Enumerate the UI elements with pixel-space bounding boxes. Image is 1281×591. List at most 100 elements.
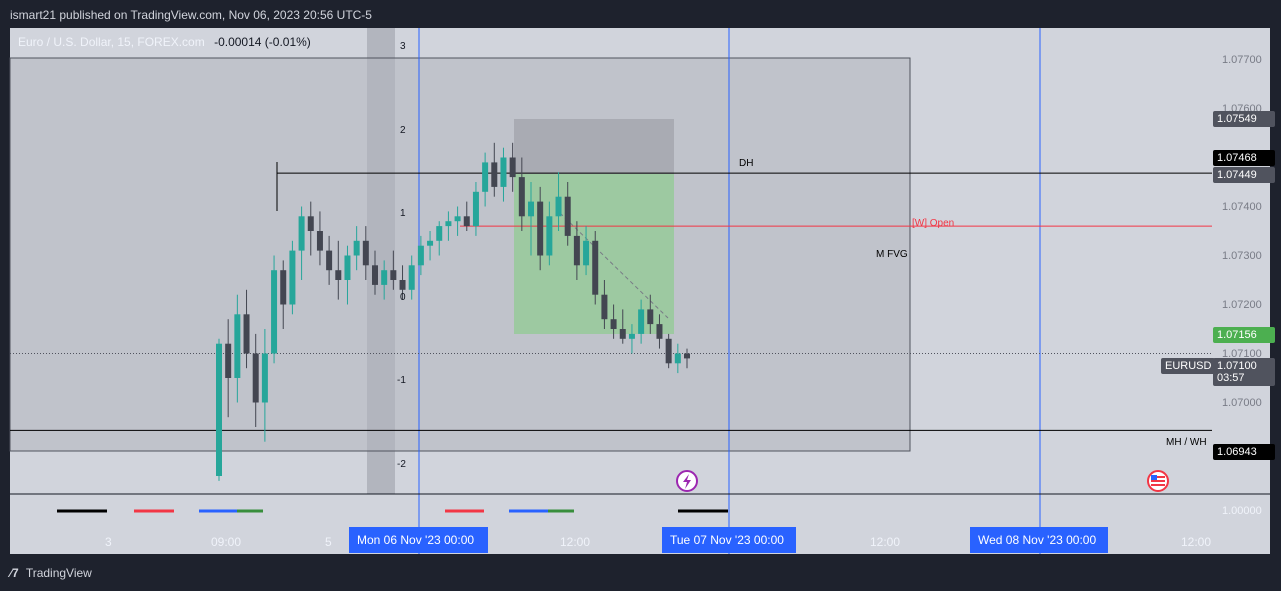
date-marker-tue[interactable]: Tue 07 Nov '23 00:00 bbox=[662, 527, 796, 553]
candle-body[interactable] bbox=[362, 240, 369, 266]
us-flag-stripe-2 bbox=[1151, 480, 1165, 482]
indicator-axis-tick: 0 bbox=[400, 291, 406, 303]
candle-body[interactable] bbox=[674, 353, 681, 364]
time-label-3: 5 bbox=[325, 535, 332, 549]
time-label-1: 3 bbox=[105, 535, 112, 549]
indicator-axis-tick: 1 bbox=[400, 208, 406, 219]
candle-body[interactable] bbox=[564, 196, 571, 236]
candle-body[interactable] bbox=[243, 314, 250, 354]
price-axis-tick: 1.07300 bbox=[1222, 249, 1262, 262]
candle-body[interactable] bbox=[454, 216, 461, 222]
lightning-icon bbox=[683, 474, 691, 489]
time-label-2: 09:00 bbox=[211, 535, 242, 549]
candle-body[interactable] bbox=[546, 216, 553, 256]
candle-body[interactable] bbox=[500, 157, 507, 187]
publish-header: ismart21 published on TradingView.com, N… bbox=[0, 0, 1281, 28]
candle-body[interactable] bbox=[307, 216, 314, 231]
indicator-axis-tick: -2 bbox=[397, 458, 406, 470]
price-label-1: 1.07549 bbox=[1213, 111, 1275, 127]
price-axis-tick: 1.07200 bbox=[1222, 298, 1262, 311]
price-axis-tick: 1.07000 bbox=[1222, 396, 1262, 409]
candle-body[interactable] bbox=[628, 333, 635, 339]
candle-body[interactable] bbox=[463, 216, 470, 227]
candle-body[interactable] bbox=[344, 255, 351, 281]
tradingview-logo-icon: ⁄7 bbox=[10, 566, 19, 580]
candle-body[interactable] bbox=[417, 245, 424, 266]
candle-body[interactable] bbox=[601, 294, 608, 320]
candle-body[interactable] bbox=[225, 343, 232, 378]
candle-body[interactable] bbox=[298, 216, 305, 251]
candle-body[interactable] bbox=[638, 309, 645, 334]
symbol-title: Euro / U.S. Dollar, 15, FOREX.com bbox=[18, 35, 205, 49]
candle-body[interactable] bbox=[408, 265, 415, 290]
mh-wh-label: MH / WH bbox=[1166, 437, 1207, 448]
price-label-5: 1.06943 bbox=[1213, 444, 1275, 460]
candle-body[interactable] bbox=[335, 270, 342, 280]
indicator-axis-tick: 3 bbox=[400, 41, 406, 52]
us-flag-canton bbox=[1151, 475, 1157, 480]
candle-body[interactable] bbox=[289, 250, 296, 305]
candle-body[interactable] bbox=[261, 353, 268, 403]
candle-body[interactable] bbox=[427, 240, 434, 246]
candle-body[interactable] bbox=[684, 353, 690, 359]
candle-body[interactable] bbox=[326, 250, 333, 271]
us-flag-stripe-3 bbox=[1151, 484, 1165, 486]
price-label-2: 1.07468 bbox=[1213, 150, 1275, 166]
candle-body[interactable] bbox=[445, 221, 452, 227]
candle-body[interactable] bbox=[555, 196, 562, 217]
dh-label: DH bbox=[739, 158, 754, 169]
candle-body[interactable] bbox=[472, 191, 479, 227]
candle-body[interactable] bbox=[252, 353, 259, 403]
candle-body[interactable] bbox=[372, 265, 378, 285]
candle-body[interactable] bbox=[482, 162, 489, 192]
candle-body[interactable] bbox=[619, 329, 626, 339]
candle-body[interactable] bbox=[518, 177, 525, 217]
date-marker-wed[interactable]: Wed 08 Nov '23 00:00 bbox=[970, 527, 1108, 553]
candle-body[interactable] bbox=[381, 270, 388, 285]
us-flag-stripe-1 bbox=[1151, 476, 1165, 478]
candle-body[interactable] bbox=[647, 309, 654, 325]
indicator-axis-tick: 2 bbox=[400, 124, 406, 136]
weekly-open-label: [W] Open bbox=[912, 218, 955, 229]
date-marker-mon[interactable]: Mon 06 Nov '23 00:00 bbox=[349, 527, 488, 553]
time-label-4: 12:00 bbox=[560, 535, 591, 549]
candle-body[interactable] bbox=[583, 240, 590, 266]
fvg-gray-box[interactable] bbox=[514, 119, 674, 174]
current-price-tag: 1.07100 03:57 bbox=[1213, 358, 1275, 386]
candle-body[interactable] bbox=[528, 201, 534, 217]
candle-body[interactable] bbox=[573, 235, 580, 266]
candle-body[interactable] bbox=[592, 240, 599, 295]
price-axis-tick: 1.07100 bbox=[1222, 347, 1262, 360]
price-label-3: 1.07449 bbox=[1213, 167, 1275, 183]
candle-body[interactable] bbox=[390, 270, 397, 280]
symbol-change: -0.00014 (-0.01%) bbox=[214, 35, 311, 49]
candle-body[interactable] bbox=[234, 314, 241, 378]
current-symbol-tag: EURUSD bbox=[1161, 358, 1216, 374]
price-label-4: 1.07156 bbox=[1213, 327, 1275, 343]
symbol-legend[interactable]: Euro / U.S. Dollar, 15, FOREX.com -0.000… bbox=[18, 35, 311, 49]
candle-body[interactable] bbox=[280, 270, 287, 305]
candle-body[interactable] bbox=[665, 338, 672, 364]
candle-body[interactable] bbox=[353, 240, 360, 256]
candle-body[interactable] bbox=[491, 162, 498, 187]
candle-body[interactable] bbox=[399, 280, 406, 290]
range-box[interactable] bbox=[9, 57, 911, 452]
candles-group bbox=[216, 142, 690, 481]
footer-brand: TradingView bbox=[25, 566, 92, 580]
candle-body[interactable] bbox=[271, 270, 278, 354]
publish-text: ismart21 published on TradingView.com, N… bbox=[10, 8, 372, 22]
candle-body[interactable] bbox=[610, 319, 617, 329]
candle-body[interactable] bbox=[509, 157, 516, 178]
time-label-5: 12:00 bbox=[870, 535, 901, 549]
candle-body[interactable] bbox=[316, 231, 323, 251]
price-axis-tick: 1.07400 bbox=[1222, 200, 1262, 213]
m-fvg-label: M FVG bbox=[876, 249, 908, 260]
current-price: 1.07100 bbox=[1217, 360, 1257, 372]
price-axis-tick: 1.07700 bbox=[1222, 53, 1262, 66]
candle-body[interactable] bbox=[216, 343, 222, 476]
candle-body[interactable] bbox=[436, 226, 443, 241]
candle-body[interactable] bbox=[656, 324, 663, 339]
time-label-6: 12:00 bbox=[1181, 535, 1212, 549]
candle-body[interactable] bbox=[537, 201, 544, 256]
